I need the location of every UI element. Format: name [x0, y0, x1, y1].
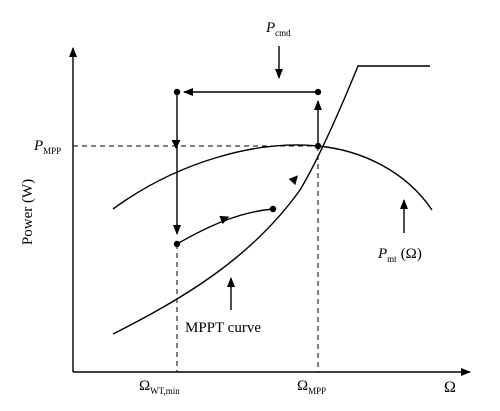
- mppt-curve-label: MPPT curve: [185, 320, 261, 336]
- p-mpp-label: PMPP: [33, 138, 61, 156]
- dot-mpp: [314, 142, 322, 150]
- y-axis-label: Power (W): [20, 179, 36, 245]
- mppt-curve: [112, 65, 430, 335]
- dot-bottom-left: [173, 240, 181, 248]
- dot-top-left: [173, 88, 181, 96]
- omega-min-label: ΩWT,min: [139, 378, 180, 396]
- p-cmd-label: Pcmd: [265, 20, 291, 38]
- power-curve: [112, 144, 433, 211]
- dot-top-right: [314, 88, 322, 96]
- dot-mid-curve: [269, 205, 277, 213]
- omega-mpp-label: ΩMPP: [297, 378, 326, 396]
- p-mt-label: Pmt (Ω): [377, 246, 422, 264]
- x-axis-label: Ω: [444, 379, 456, 396]
- recovery-arrowhead: [219, 215, 230, 225]
- p-mid-arrowhead: [171, 140, 181, 149]
- mppt-arrowhead: [288, 175, 299, 186]
- path-recovery-curve: [176, 208, 274, 245]
